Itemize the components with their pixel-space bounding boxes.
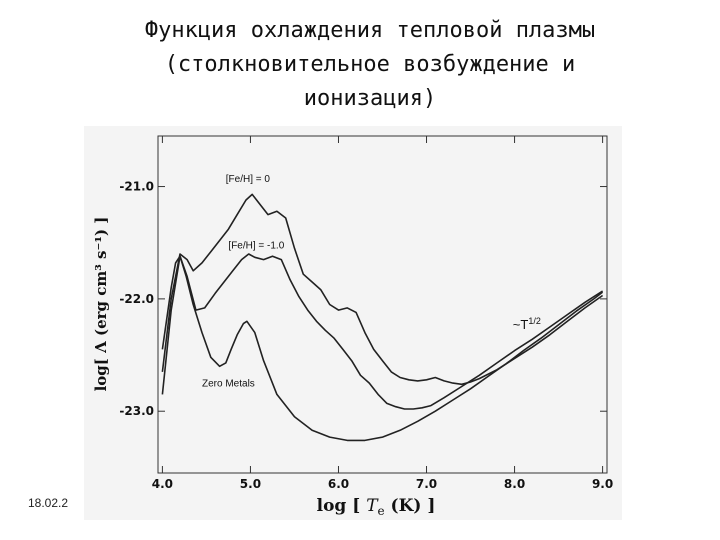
y-tick-label: -22.0: [119, 292, 154, 306]
slide-title: Функция охлаждения тепловой плазмы (стол…: [70, 14, 670, 116]
x-tick-label: 8.0: [504, 477, 525, 491]
axis-ticks: 4.0 5.0 6.0 7.0 8.0 9.0 -21.0 -22.0 -23.0: [119, 136, 613, 491]
cooling-function-figure: 4.0 5.0 6.0 7.0 8.0 9.0 -21.0 -22.0 -23.0 [Fe/H]…: [84, 126, 622, 520]
slide-title-line-2: (столкновительное возбуждение и: [164, 52, 576, 77]
y-tick-label: -21.0: [119, 180, 154, 194]
series-label-3: Zero Metals: [202, 379, 255, 390]
series-label-2: [Fe/H] = -1.0: [228, 240, 284, 251]
series-label-1: [Fe/H] = 0: [226, 174, 271, 185]
x-tick-label: 6.0: [328, 477, 349, 491]
plot-frame: [157, 135, 608, 474]
y-axis-label: log[ Λ (erg cm³ s⁻¹) ]: [92, 217, 110, 392]
x-tick-label: 7.0: [416, 477, 437, 491]
slide-title-line-1: Функция охлаждения тепловой плазмы: [144, 18, 596, 43]
x-axis-label: log [ Te (K) ]: [317, 496, 436, 518]
annotation-base: ~T: [513, 317, 529, 332]
series-line-1: [161, 193, 604, 386]
footer-date: 18.02.2: [28, 496, 69, 510]
annotation-exponent: 1/2: [528, 316, 541, 326]
x-tick-label: 5.0: [240, 477, 261, 491]
slide-title-line-3: ионизация): [303, 86, 437, 111]
cooling-function-chart: 4.0 5.0 6.0 7.0 8.0 9.0 -21.0 -22.0 -23.0 [Fe/H]…: [84, 126, 622, 520]
series-line-2: [161, 253, 604, 410]
x-tick-label: 4.0: [152, 477, 173, 491]
x-tick-label: 9.0: [592, 477, 613, 491]
power-law-annotation: ~T1/2: [513, 316, 541, 332]
series-line-3: [161, 255, 604, 442]
y-tick-label: -23.0: [119, 404, 154, 418]
series-lines: [161, 193, 604, 442]
chart-background: [84, 126, 622, 520]
series-labels: [Fe/H] = 0 [Fe/H] = -1.0 Zero Metals: [202, 174, 285, 389]
